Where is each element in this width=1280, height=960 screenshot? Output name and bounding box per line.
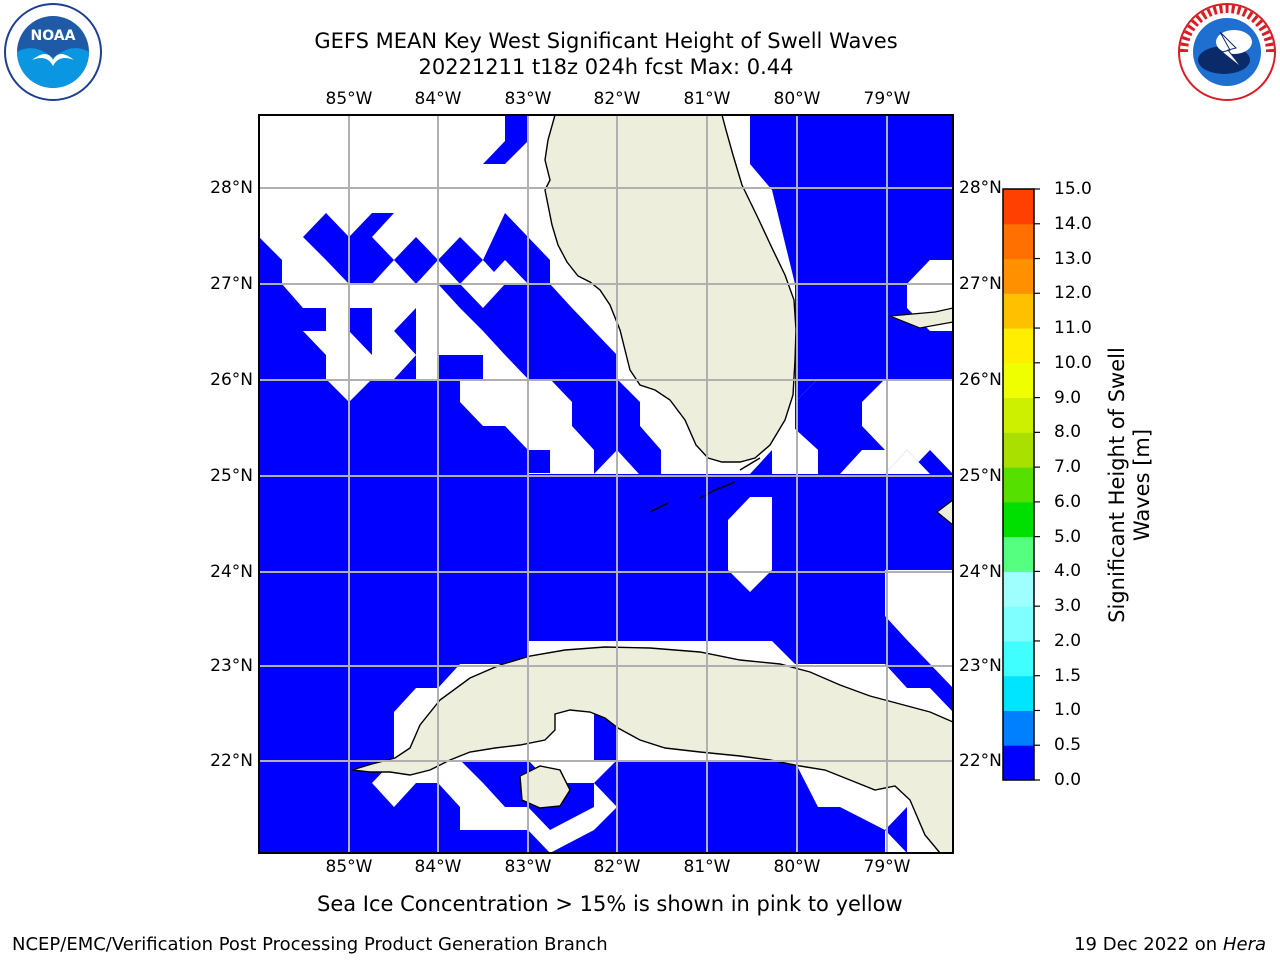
colorbar-tick-label: 9.0	[1054, 387, 1082, 408]
colorbar-segment	[1003, 293, 1034, 329]
lat-tick-left: 22°N	[210, 751, 253, 771]
colorbar-tick-label: 1.5	[1054, 665, 1082, 686]
colorbar-segment	[1003, 745, 1034, 781]
lat-tick-right: 28°N	[959, 178, 1002, 198]
colorbar-segment	[1003, 606, 1034, 642]
nws-logo	[1178, 3, 1276, 101]
colorbar-tick-label: 14.0	[1054, 213, 1092, 234]
colorbar-tick-label: 1.0	[1054, 700, 1082, 721]
lat-tick-right: 26°N	[959, 370, 1002, 390]
lat-tick-left: 25°N	[210, 466, 253, 486]
colorbar-segment	[1003, 571, 1034, 607]
map-frame	[258, 114, 954, 854]
lat-tick-left: 23°N	[210, 656, 253, 676]
footer-host: Hera	[1222, 934, 1266, 955]
colorbar-tick-label: 10.0	[1054, 352, 1092, 373]
chart-title: GEFS MEAN Key West Significant Height of…	[314, 29, 898, 53]
lat-tick-left: 27°N	[210, 274, 253, 294]
colorbar-tick-label: 13.0	[1054, 248, 1092, 269]
lat-tick-right: 27°N	[959, 274, 1002, 294]
lon-tick-bottom: 81°W	[683, 857, 731, 877]
lon-tick-bottom: 80°W	[773, 857, 821, 877]
florida-land	[544, 115, 797, 463]
graticule	[259, 115, 953, 853]
colorbar-segment	[1003, 501, 1034, 538]
colorbar-segment	[1003, 640, 1034, 677]
lon-tick-top: 81°W	[683, 89, 731, 109]
lat-tick-left: 24°N	[210, 562, 253, 582]
colorbar-segment	[1003, 223, 1034, 260]
sea-ice-caption: Sea Ice Concentration > 15% is shown in …	[317, 892, 903, 916]
bahamas-land	[889, 307, 953, 329]
colorbar-tick-label: 8.0	[1054, 422, 1082, 443]
colorbar-tick-label: 6.0	[1054, 491, 1082, 512]
colorbar-tick-label: 7.0	[1054, 457, 1082, 478]
colorbar-segment	[1003, 432, 1034, 468]
colorbar-segment	[1003, 675, 1034, 711]
colorbar-tick-label: 4.0	[1054, 561, 1082, 582]
colorbar-segment	[1003, 397, 1034, 433]
colorbar-segment	[1003, 536, 1034, 572]
lon-tick-top: 83°W	[504, 89, 552, 109]
colorbar-segment	[1003, 328, 1034, 364]
colorbar-label: Significant Height of Swell Waves [m]	[1105, 347, 1154, 623]
lat-tick-right: 25°N	[959, 466, 1002, 486]
lon-tick-top: 84°W	[414, 89, 462, 109]
lat-tick-right: 24°N	[959, 562, 1002, 582]
lon-tick-bottom: 82°W	[593, 857, 641, 877]
lat-tick-left: 26°N	[210, 370, 253, 390]
colorbar-segment	[1003, 467, 1034, 503]
footer-date: 19 Dec 2022 on Hera	[1074, 934, 1266, 955]
lon-tick-bottom: 83°W	[504, 857, 552, 877]
colorbar-segment	[1003, 362, 1034, 399]
colorbar-tick-label: 3.0	[1054, 596, 1082, 617]
colorbar-segment	[1003, 710, 1034, 746]
lon-tick-bottom: 79°W	[863, 857, 911, 877]
chart-subtitle: 20221211 t18z 024h fcst Max: 0.44	[418, 55, 794, 79]
colorbar-tick-label: 5.0	[1054, 526, 1082, 547]
lon-tick-bottom: 84°W	[414, 857, 462, 877]
colorbar	[1003, 189, 1034, 781]
colorbar-tick-label: 15.0	[1054, 179, 1092, 199]
colorbar-tick-label: 0.5	[1054, 735, 1082, 756]
noaa-logo: NOAA	[4, 3, 102, 101]
lon-tick-top: 79°W	[863, 89, 911, 109]
colorbar-frame	[1002, 188, 1035, 781]
colorbar-segment	[1003, 189, 1034, 225]
lat-tick-right: 23°N	[959, 656, 1002, 676]
lon-tick-top: 85°W	[325, 89, 373, 109]
lon-tick-top: 82°W	[593, 89, 641, 109]
florida-keys	[649, 457, 761, 513]
colorbar-tick-label: 11.0	[1054, 318, 1092, 339]
lat-tick-left: 28°N	[210, 178, 253, 198]
colorbar-tick-label: 12.0	[1054, 283, 1092, 304]
lon-tick-top: 80°W	[773, 89, 821, 109]
footer-branch: NCEP/EMC/Verification Post Processing Pr…	[12, 934, 608, 955]
isla-juventud	[519, 765, 571, 809]
colorbar-tick-label: 2.0	[1054, 630, 1082, 651]
lon-tick-bottom: 85°W	[325, 857, 373, 877]
colorbar-segment	[1003, 258, 1034, 294]
andros-land	[936, 499, 953, 526]
lat-tick-right: 22°N	[959, 751, 1002, 771]
colorbar-tick-label: 0.0	[1054, 770, 1082, 790]
noaa-logo-text: NOAA	[31, 28, 76, 44]
